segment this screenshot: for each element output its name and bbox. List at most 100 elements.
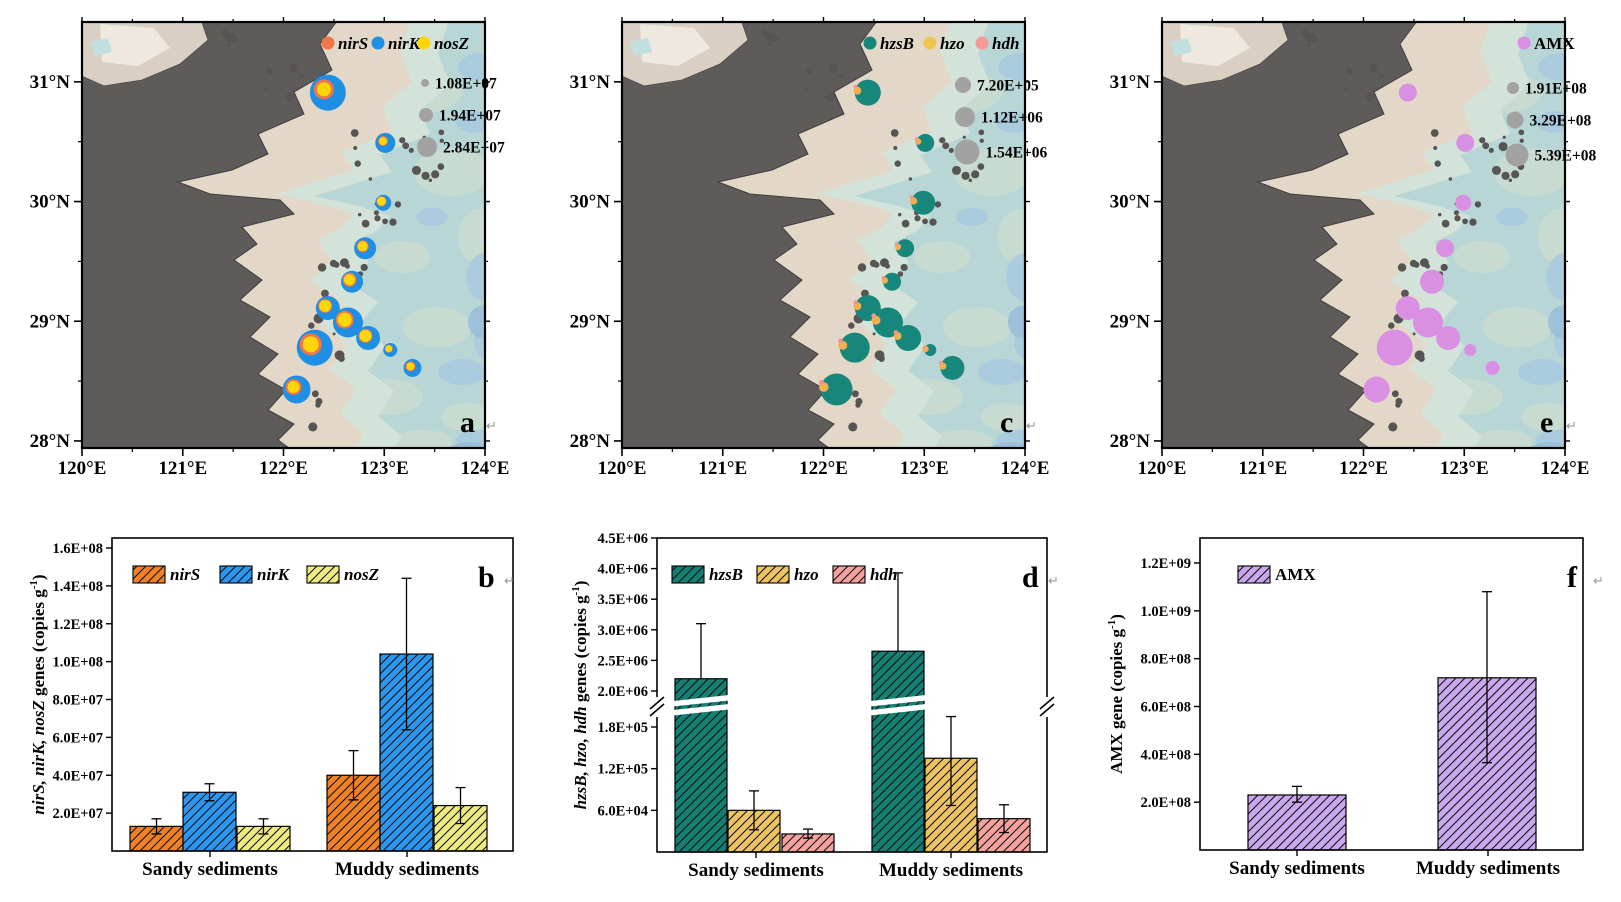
y-tick-label: 4.0E+07 <box>52 768 103 784</box>
svg-text:28°N: 28°N <box>1110 431 1151 452</box>
y-tick-label: 2.0E+08 <box>1140 795 1191 811</box>
legend-label: nirK <box>388 34 422 53</box>
legend-swatch-nirS <box>132 565 166 584</box>
svg-text:120°E: 120°E <box>58 458 107 479</box>
bar-hzsB-muddy <box>871 650 925 853</box>
size-legend-label: 1.94E+07 <box>439 108 501 125</box>
bubble-AMX <box>1456 133 1475 152</box>
bar-axes: 6.0E+04 1.2E+05 1.8E+05 2.0E+06 2.5E+06 3.0E+… <box>597 531 1055 881</box>
bar-f-svg: 2.0E+08 4.0E+08 6.0E+08 8.0E+08 1.0E+09 1.2E+… <box>1106 537 1604 879</box>
return-mark: ↵ <box>486 419 497 434</box>
bubble-nosZ <box>376 196 386 206</box>
return-mark: ↵ <box>1566 419 1577 434</box>
bubble-hzsB <box>895 325 922 352</box>
category-label: Muddy sediments <box>879 860 1023 881</box>
bubble-AMX <box>1420 269 1445 294</box>
bubble-hdh <box>922 345 927 350</box>
svg-text:30°N: 30°N <box>1110 192 1151 213</box>
legend-label: hdh <box>992 34 1019 53</box>
bubble-hzsB <box>896 239 915 258</box>
svg-text:31°N: 31°N <box>1110 72 1151 93</box>
svg-text:31°N: 31°N <box>570 72 611 93</box>
y-tick-label: 1.2E+08 <box>52 617 103 633</box>
map-axes: 120°E 121°E 122°E 123°E 124°E 31°N 30°N 29°N 28°… <box>1110 17 1589 479</box>
bubble-nosZ <box>406 362 415 371</box>
bubble-nosZ <box>316 82 331 97</box>
panel-letter: d <box>1022 561 1039 594</box>
y-tick-label: 6.0E+04 <box>597 803 648 819</box>
bubble-hdh <box>893 330 898 335</box>
svg-text:122°E: 122°E <box>259 458 308 479</box>
bubble-hdh <box>939 360 943 365</box>
bubble-hdh <box>871 313 877 319</box>
legend-label: nosZ <box>434 34 469 53</box>
map-legend: nirS nirK nosZ 1.08E+07 1.94E+07 2.84E+07 <box>321 34 505 157</box>
legend-label: AMX <box>1534 34 1575 53</box>
legend-label: hzsB <box>880 34 914 53</box>
map-axes: 120°E 121°E 122°E 123°E 124°E 31°N 30°N 29°N 28°… <box>30 17 510 479</box>
legend-dot-hdh <box>975 36 989 50</box>
bar-legend: AMX <box>1237 565 1316 584</box>
map-background <box>1162 22 1565 448</box>
size-legend-label: 1.91E+08 <box>1525 81 1587 98</box>
y-tick-label: 8.0E+08 <box>1140 652 1191 668</box>
svg-text:29°N: 29°N <box>1110 311 1151 332</box>
size-legend-circle <box>1505 143 1529 167</box>
size-legend-label: 1.12E+06 <box>981 110 1043 127</box>
y-tick-label: 6.0E+07 <box>52 730 103 746</box>
bubble-hzsB <box>820 373 853 406</box>
y-tick-label: 3.0E+06 <box>597 623 648 639</box>
y-tick-label: 1.0E+09 <box>1140 604 1191 620</box>
legend-dot-AMX <box>1517 36 1531 50</box>
svg-text:31°N: 31°N <box>30 72 71 93</box>
svg-text:122°E: 122°E <box>1339 458 1388 479</box>
svg-text:28°N: 28°N <box>570 431 611 452</box>
map-c-svg: 120°E 121°E 122°E 123°E 124°E 31°N 30°N 29°N 28°… <box>570 17 1050 479</box>
bubble-AMX <box>1363 376 1390 403</box>
bar-d-svg: 6.0E+04 1.2E+05 1.8E+05 2.0E+06 2.5E+06 3.0E+… <box>570 531 1059 881</box>
return-mark: ↵ <box>504 574 515 589</box>
category-label: Sandy sediments <box>1229 858 1365 879</box>
bubble-hdh <box>853 84 858 89</box>
size-legend-label: 2.84E+07 <box>443 140 505 157</box>
bubble-AMX <box>1436 326 1461 351</box>
bar-AMX-sandy <box>1247 794 1347 851</box>
legend-swatch-nirK <box>219 565 253 584</box>
return-mark: ↵ <box>1593 574 1604 589</box>
svg-text:123°E: 123°E <box>900 458 949 479</box>
svg-text:124°E: 124°E <box>461 458 510 479</box>
size-legend-label: 5.39E+08 <box>1535 148 1597 165</box>
panel-letter: a <box>460 406 475 439</box>
svg-text:30°N: 30°N <box>30 192 71 213</box>
bars <box>129 577 488 852</box>
bubble-AMX <box>1376 329 1413 366</box>
bubble-AMX <box>1412 307 1443 338</box>
panel-letter: c <box>1000 406 1013 439</box>
bubble-hdh <box>838 338 843 344</box>
bubble-nosZ <box>379 137 388 146</box>
size-legend-circle <box>421 79 429 87</box>
y-tick-label: 1.2E+09 <box>1140 556 1191 572</box>
legend-label: nirK <box>257 565 291 584</box>
category-label: Sandy sediments <box>688 860 824 881</box>
legend-dot-nirK <box>371 36 385 50</box>
legend-label: hdh <box>870 565 897 584</box>
bar-axes: 2.0E+07 4.0E+07 6.0E+07 8.0E+07 1.0E+08 1.2E+… <box>52 537 514 880</box>
legend-label: nosZ <box>344 565 379 584</box>
svg-text:124°E: 124°E <box>1001 458 1050 479</box>
bubble-hdh <box>881 275 886 280</box>
size-legend-circle <box>955 77 971 93</box>
bubble-hzsB <box>854 79 881 106</box>
station-bubbles <box>282 74 422 404</box>
map-a-svg: 120°E 121°E 122°E 123°E 124°E 31°N 30°N 29°N 28°… <box>30 17 510 479</box>
bubble-hzsB <box>916 133 935 152</box>
bubble-nosZ <box>287 380 300 393</box>
legend-dot-hzo <box>923 36 937 50</box>
y-axis-label: AMX gene (copies g-1) <box>1106 614 1126 774</box>
bubble-hdh <box>909 195 914 200</box>
size-legend-circle <box>955 107 975 127</box>
bubble-AMX <box>1395 296 1420 321</box>
y-tick-label: 6.0E+08 <box>1140 700 1191 716</box>
legend-dot-nosZ <box>417 36 431 50</box>
y-tick-label: 8.0E+07 <box>52 693 103 709</box>
